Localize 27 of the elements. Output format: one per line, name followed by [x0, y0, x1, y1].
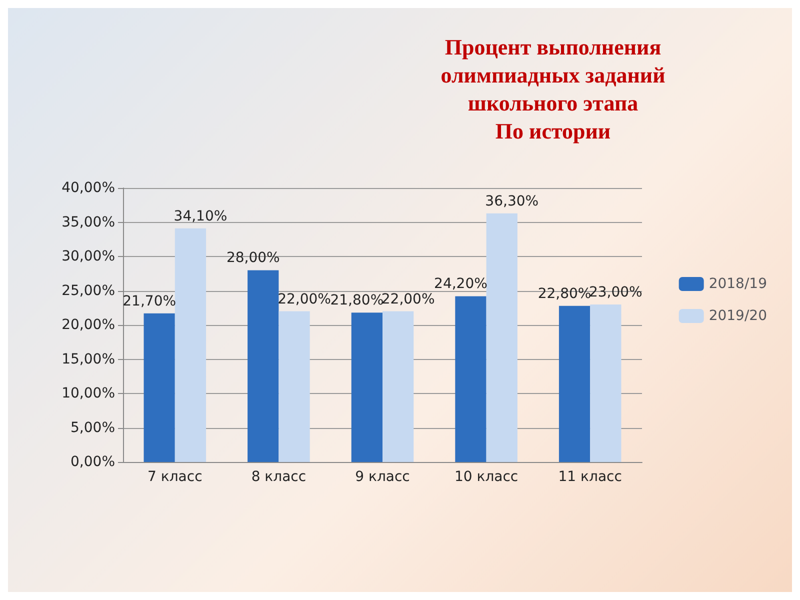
y-tick-label: 10,00%: [62, 386, 115, 402]
y-tick-label: 40,00%: [62, 180, 115, 196]
data-label: 28,00%: [226, 250, 280, 266]
data-label: 22,00%: [278, 291, 331, 308]
y-tick-label: 30,00%: [62, 248, 115, 264]
data-label: 21,80%: [330, 292, 384, 309]
y-tick-label: 20,00%: [62, 317, 115, 333]
x-tick-label: 10 класс: [454, 469, 518, 485]
data-label: 34,10%: [174, 208, 228, 224]
y-tick-label: 15,00%: [62, 351, 115, 368]
x-tick-label: 8 класс: [251, 469, 306, 485]
legend-label: 2018/19: [708, 276, 768, 292]
y-tick-label: 35,00%: [62, 214, 115, 230]
data-label: 23,00%: [588, 284, 642, 300]
data-label: 36,30%: [485, 193, 539, 210]
y-tick-label: 0,00%: [70, 454, 115, 470]
chart-title: Процент выполнения олимпиадных заданий школьного этапа По истории: [440, 34, 666, 144]
x-tick-label: 11 класс: [558, 469, 622, 485]
y-tick-label: 5,00%: [70, 420, 115, 436]
y-tick-label: 25,00%: [62, 282, 115, 299]
x-tick-label: 9 класс: [355, 469, 410, 485]
data-label: 22,80%: [538, 286, 592, 302]
data-label: 22,00%: [381, 291, 435, 308]
x-tick-label: 7 класс: [148, 469, 202, 485]
data-label: 24,20%: [434, 276, 488, 292]
data-label: 21,70%: [122, 293, 176, 310]
legend-label: 2019/20: [708, 308, 768, 324]
